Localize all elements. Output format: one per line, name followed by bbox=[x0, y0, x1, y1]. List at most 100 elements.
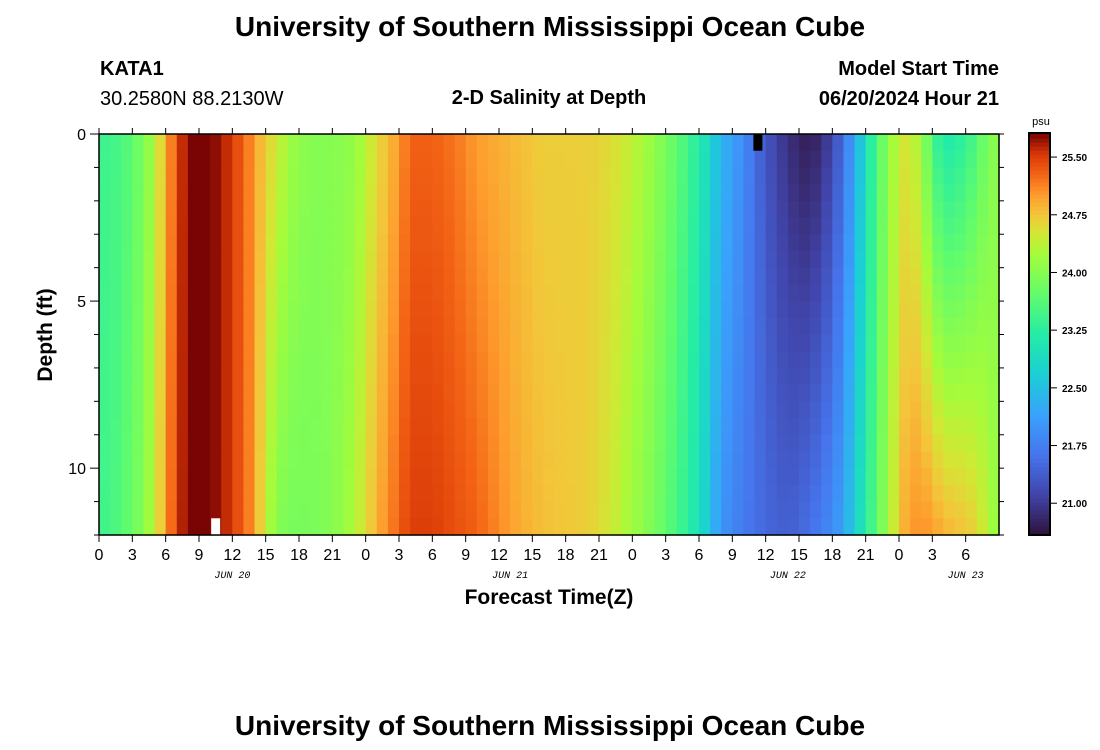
heatmap-cell bbox=[821, 267, 833, 285]
missing-data-marker bbox=[211, 518, 221, 535]
heatmap-cell bbox=[321, 284, 333, 302]
heatmap-cell bbox=[832, 484, 845, 503]
heatmap-cell bbox=[543, 434, 556, 453]
heatmap-cell bbox=[743, 518, 756, 536]
heatmap-cell bbox=[665, 150, 678, 169]
heatmap-cell bbox=[465, 250, 478, 269]
heatmap-cell bbox=[443, 418, 456, 436]
heatmap-cell bbox=[776, 484, 789, 503]
heatmap-cell bbox=[432, 351, 445, 369]
heatmap-cell bbox=[787, 234, 800, 252]
heatmap-cell bbox=[265, 434, 278, 453]
heatmap-cell bbox=[521, 434, 533, 453]
heatmap-cell bbox=[243, 301, 256, 319]
heatmap-cell bbox=[510, 384, 522, 402]
heatmap-cell bbox=[699, 501, 711, 519]
heatmap-cell bbox=[410, 301, 422, 319]
heatmap-cell bbox=[99, 334, 111, 352]
heatmap-cell bbox=[699, 184, 711, 202]
heatmap-cell bbox=[710, 284, 722, 302]
heatmap-cell bbox=[732, 134, 745, 152]
colorbar-cell bbox=[1030, 186, 1049, 191]
heatmap-cell bbox=[187, 317, 200, 336]
heatmap-cell bbox=[143, 317, 156, 336]
heatmap-cell bbox=[454, 334, 467, 352]
heatmap-cell bbox=[721, 484, 733, 503]
heatmap-cell bbox=[543, 351, 556, 369]
heatmap-cell bbox=[421, 301, 433, 319]
heatmap-cell bbox=[832, 351, 845, 369]
heatmap-cell bbox=[287, 384, 300, 402]
heatmap-cell bbox=[165, 150, 178, 169]
heatmap-cell bbox=[610, 134, 622, 152]
heatmap-cell bbox=[965, 367, 978, 386]
heatmap-cell bbox=[921, 250, 933, 269]
heatmap-cell bbox=[332, 351, 345, 369]
heatmap-cell bbox=[165, 301, 178, 319]
heatmap-cell bbox=[487, 384, 500, 402]
heatmap-cell bbox=[776, 150, 789, 169]
heatmap-cell bbox=[321, 401, 333, 419]
heatmap-cell bbox=[210, 401, 222, 419]
heatmap-cell bbox=[987, 284, 1000, 302]
colorbar-cell bbox=[1030, 382, 1049, 387]
heatmap-cell bbox=[132, 518, 145, 536]
colorbar bbox=[1030, 134, 1049, 535]
heatmap-cell bbox=[354, 367, 367, 386]
heatmap-cell bbox=[943, 451, 956, 469]
heatmap-cell bbox=[210, 284, 222, 302]
x-tick-label: 18 bbox=[290, 547, 308, 564]
heatmap-cell bbox=[876, 384, 889, 402]
heatmap-cell bbox=[187, 468, 200, 486]
heatmap-cell bbox=[821, 317, 833, 336]
heatmap-cell bbox=[176, 284, 189, 302]
heatmap-cell bbox=[432, 217, 445, 235]
heatmap-cell bbox=[176, 401, 189, 419]
heatmap-cell bbox=[732, 217, 745, 235]
heatmap-cell bbox=[499, 351, 511, 369]
heatmap-cell bbox=[554, 384, 567, 402]
heatmap-cell bbox=[876, 518, 889, 536]
heatmap-cell bbox=[587, 384, 600, 402]
colorbar-cell bbox=[1030, 406, 1049, 411]
heatmap-cell bbox=[776, 217, 789, 235]
heatmap-cell bbox=[810, 150, 822, 169]
heatmap-cell bbox=[121, 484, 133, 503]
heatmap-cell bbox=[287, 367, 300, 386]
heatmap-cell bbox=[732, 518, 745, 536]
heatmap-cell bbox=[932, 334, 945, 352]
heatmap-cell bbox=[976, 234, 989, 252]
heatmap-cell bbox=[254, 184, 267, 202]
heatmap-cell bbox=[110, 267, 122, 285]
colorbar-cell bbox=[1030, 282, 1049, 287]
heatmap-cell bbox=[765, 418, 778, 436]
heatmap-cell bbox=[143, 384, 156, 402]
heatmap-cell bbox=[465, 418, 478, 436]
heatmap-cell bbox=[810, 234, 822, 252]
heatmap-cell bbox=[621, 134, 633, 152]
heatmap-cell bbox=[576, 184, 589, 202]
heatmap-cell bbox=[154, 301, 167, 319]
heatmap-cell bbox=[343, 451, 356, 469]
heatmap-cell bbox=[654, 134, 667, 152]
heatmap-cell bbox=[710, 484, 722, 503]
heatmap-cell bbox=[954, 351, 967, 369]
heatmap-cell bbox=[343, 134, 356, 152]
heatmap-cell bbox=[732, 250, 745, 269]
heatmap-cell bbox=[165, 367, 178, 386]
heatmap-cell bbox=[821, 351, 833, 369]
heatmap-cell bbox=[954, 184, 967, 202]
colorbar-tick-label: 23.25 bbox=[1062, 326, 1087, 337]
heatmap-cell bbox=[976, 451, 989, 469]
heatmap-cell bbox=[643, 167, 656, 185]
heatmap-cell bbox=[565, 234, 578, 252]
heatmap-cell bbox=[376, 401, 389, 419]
heatmap-cell bbox=[610, 384, 622, 402]
heatmap-cell bbox=[354, 317, 367, 336]
heatmap-cell bbox=[421, 267, 433, 285]
heatmap-cell bbox=[887, 418, 900, 436]
heatmap-cell bbox=[221, 518, 233, 536]
heatmap-cell bbox=[454, 184, 467, 202]
heatmap-cell bbox=[732, 301, 745, 319]
heatmap-cell bbox=[821, 518, 833, 536]
